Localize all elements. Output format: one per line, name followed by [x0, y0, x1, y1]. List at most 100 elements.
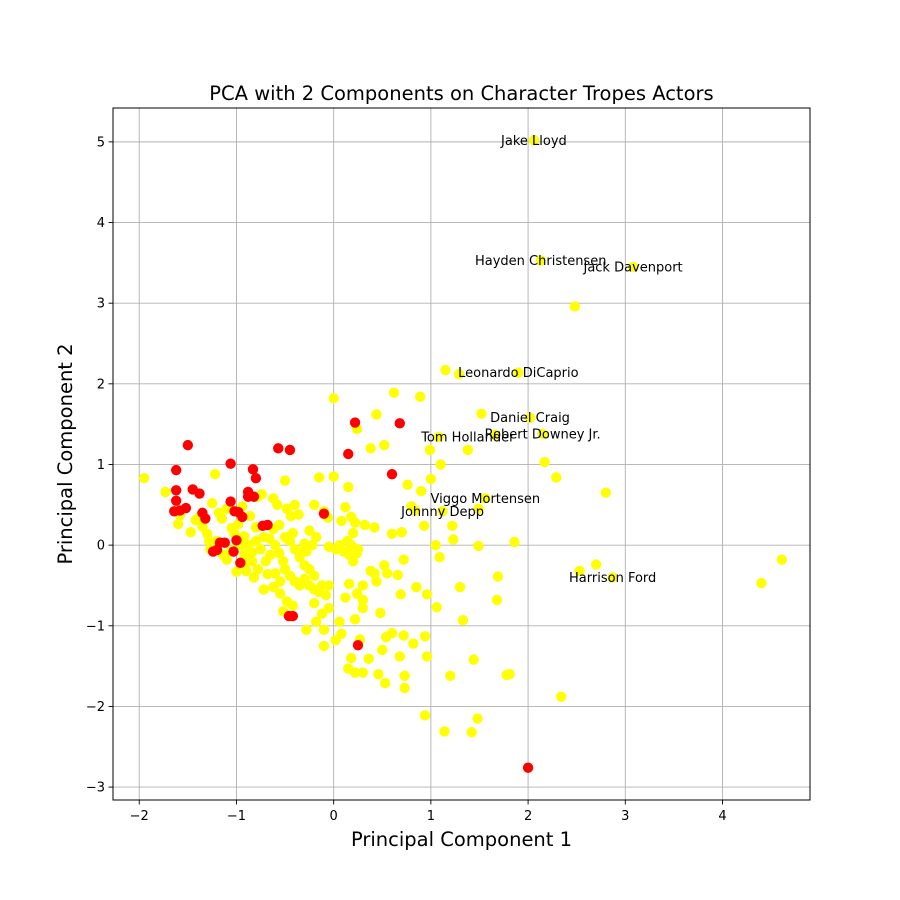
data-point [320, 589, 332, 601]
data-point [274, 548, 285, 559]
data-point [345, 652, 357, 664]
data-point [206, 497, 218, 509]
data-point [411, 581, 422, 593]
data-point [627, 261, 639, 273]
data-point [398, 554, 409, 565]
data-point [275, 588, 286, 599]
data-point [408, 638, 419, 649]
data-point [228, 546, 239, 557]
x-tick-label: 0 [330, 809, 338, 824]
data-point [170, 464, 182, 476]
data-point [395, 589, 406, 600]
y-tick-label: 2 [97, 377, 105, 392]
data-point [170, 485, 182, 496]
data-point [402, 479, 413, 490]
data-point [351, 548, 363, 559]
data-point [182, 439, 194, 451]
scatter-points [138, 135, 788, 773]
x-tick-label: 3 [621, 809, 629, 824]
data-point [237, 511, 248, 523]
data-point [287, 610, 299, 622]
point-annotation: Robert Downey Jr. [485, 427, 601, 442]
data-point [349, 417, 361, 428]
data-point [185, 527, 196, 538]
data-point [309, 598, 320, 609]
data-point [273, 443, 284, 454]
data-point [340, 592, 351, 603]
data-point [377, 644, 388, 656]
data-point [200, 513, 211, 524]
data-point [359, 519, 370, 531]
data-point [363, 653, 374, 665]
data-point [489, 429, 501, 440]
data-point [265, 549, 276, 561]
data-point [209, 468, 221, 480]
data-point [194, 488, 205, 499]
data-point [435, 459, 446, 470]
data-point [524, 412, 536, 423]
data-point [274, 519, 285, 531]
data-point [258, 584, 269, 595]
data-point [235, 557, 246, 569]
data-point [379, 439, 390, 451]
data-point [448, 534, 459, 545]
point-annotation: Daniel Craig [490, 411, 570, 426]
data-point [504, 668, 515, 680]
data-point [272, 499, 283, 511]
data-point [330, 635, 341, 646]
data-point [756, 577, 767, 589]
data-point [466, 727, 477, 738]
data-point [473, 503, 484, 515]
data-point [537, 428, 548, 440]
data-point [174, 505, 186, 516]
point-annotation: Tom Hollander [420, 431, 515, 446]
y-tick-label: 1 [97, 458, 105, 473]
x-tick-label: 4 [718, 809, 726, 824]
data-point [415, 485, 427, 497]
data-point [430, 539, 441, 551]
data-point [328, 471, 339, 482]
data-point [522, 762, 534, 773]
data-point [386, 627, 398, 639]
data-point [160, 486, 171, 498]
data-point [246, 556, 258, 567]
data-point [349, 517, 361, 528]
data-point [323, 602, 335, 614]
data-point [462, 444, 474, 456]
data-point [454, 581, 466, 593]
data-point [419, 631, 431, 642]
data-point [574, 565, 585, 577]
data-point [369, 522, 380, 533]
data-point [394, 418, 405, 429]
data-point [513, 367, 524, 378]
data-point [555, 691, 567, 702]
data-point [357, 594, 369, 606]
data-point [247, 464, 259, 475]
data-point [439, 726, 450, 737]
data-point [491, 594, 503, 606]
data-point [379, 560, 390, 571]
x-tick-label: 2 [524, 809, 532, 824]
data-point [535, 255, 546, 266]
data-point [172, 518, 184, 530]
data-point [248, 491, 260, 502]
data-point [343, 448, 354, 460]
data-point [250, 472, 262, 484]
data-point [340, 502, 351, 513]
data-point [410, 505, 421, 516]
data-point [252, 564, 264, 575]
axis-ticks: −2 −1 0 1 2 3 4 −3 −2 −1 0 1 2 3 4 5 [86, 135, 727, 824]
data-point [399, 682, 410, 694]
data-point [225, 496, 236, 507]
data-point [369, 568, 380, 579]
data-point [239, 549, 250, 561]
data-point [419, 710, 431, 721]
data-point [590, 559, 602, 570]
data-point [284, 444, 296, 456]
data-point [480, 493, 491, 504]
data-point [421, 651, 433, 662]
data-point [431, 602, 442, 613]
data-point [379, 677, 391, 689]
data-point [373, 668, 384, 680]
